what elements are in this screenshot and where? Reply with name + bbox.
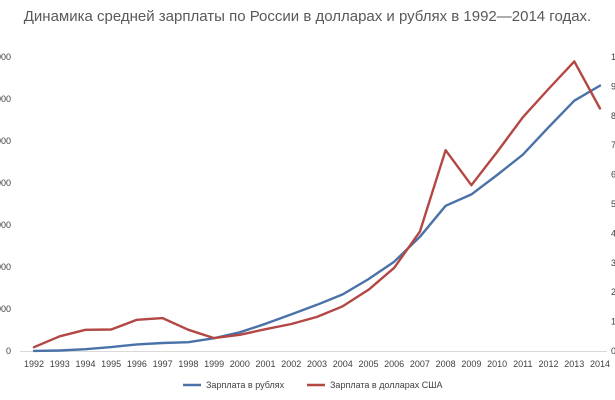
y-left-tick-label: 35000 bbox=[0, 52, 11, 62]
y-left-tick-label: 30000 bbox=[0, 94, 11, 104]
y-right-tick-label: 700 bbox=[611, 140, 615, 150]
y-right-tick-label: 800 bbox=[611, 111, 615, 121]
x-tick-label: 2009 bbox=[461, 359, 481, 369]
y-right-tick-label: 500 bbox=[611, 199, 615, 209]
x-tick-label: 2005 bbox=[358, 359, 378, 369]
y-left-tick-label: 25000 bbox=[0, 136, 11, 146]
y-right-tick-label: 1000 bbox=[611, 52, 615, 62]
legend-label-rub: Зарплата в рублях bbox=[206, 380, 285, 390]
y-left-tick-label: 15000 bbox=[0, 220, 11, 230]
x-tick-label: 1999 bbox=[204, 359, 224, 369]
series-line-rub bbox=[32, 84, 602, 353]
y-right-tick-label: 100 bbox=[611, 317, 615, 327]
x-tick-label: 2010 bbox=[487, 359, 507, 369]
x-tick-label: 1998 bbox=[178, 359, 198, 369]
y-right-tick-label: 300 bbox=[611, 258, 615, 268]
y-right-tick-label: 600 bbox=[611, 170, 615, 180]
y-right-tick-label: 200 bbox=[611, 287, 615, 297]
y-left-tick-label: 10000 bbox=[0, 262, 11, 272]
x-tick-label: 2003 bbox=[307, 359, 327, 369]
y-right-tick-label: 400 bbox=[611, 228, 615, 238]
x-tick-label: 2001 bbox=[256, 359, 276, 369]
x-tick-label: 2011 bbox=[513, 359, 532, 369]
x-tick-label: 2013 bbox=[564, 359, 584, 369]
x-tick-label: 1995 bbox=[101, 359, 121, 369]
chart-title: Динамика средней зарплаты по России в до… bbox=[23, 8, 592, 25]
x-tick-label: 1993 bbox=[50, 359, 70, 369]
x-tick-label: 2012 bbox=[539, 359, 559, 369]
x-tick-label: 2007 bbox=[410, 359, 430, 369]
x-tick-label: 2014 bbox=[590, 359, 610, 369]
y-left-tick-label: 0 bbox=[6, 346, 11, 356]
x-tick-label: 1994 bbox=[75, 359, 95, 369]
x-tick-label: 2006 bbox=[384, 359, 404, 369]
x-tick-label: 2004 bbox=[333, 359, 353, 369]
x-tick-label: 2002 bbox=[281, 359, 301, 369]
series-line-usd bbox=[32, 60, 602, 349]
x-tick-label: 1992 bbox=[24, 359, 44, 369]
x-tick-label: 1997 bbox=[153, 359, 173, 369]
y-left-tick-label: 20000 bbox=[0, 178, 11, 188]
y-right-tick-label: 900 bbox=[611, 81, 615, 91]
x-tick-label: 1996 bbox=[127, 359, 147, 369]
y-left-tick-label: 5000 bbox=[0, 304, 11, 314]
y-right-tick-label: 0 bbox=[611, 346, 615, 356]
x-tick-label: 2008 bbox=[436, 359, 456, 369]
legend-label-usd: Зарплата в долларах США bbox=[330, 380, 443, 390]
x-tick-label: 2000 bbox=[230, 359, 250, 369]
